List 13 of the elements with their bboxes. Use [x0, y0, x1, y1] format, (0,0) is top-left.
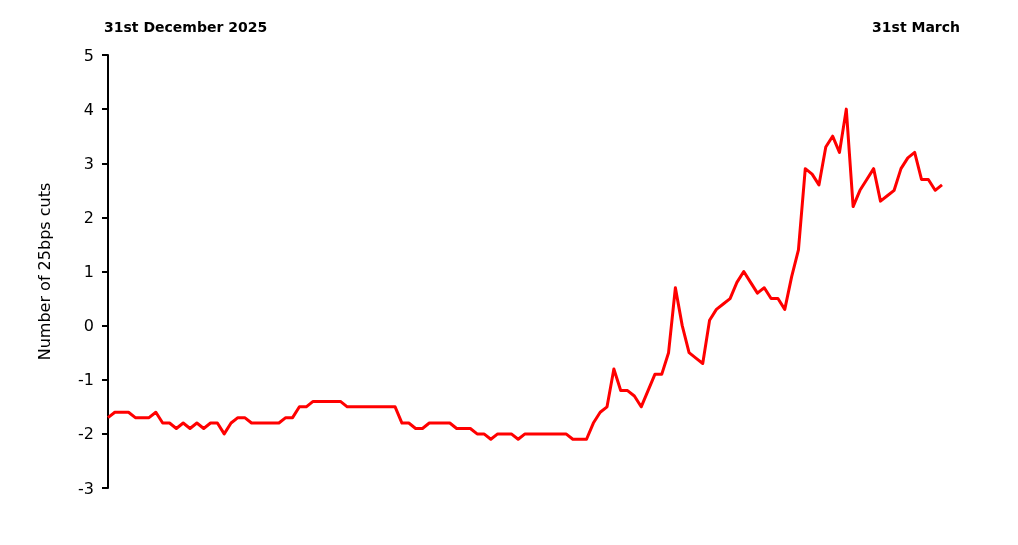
text: 31st March [872, 19, 961, 35]
text: 31st December 2025 [104, 19, 268, 35]
y-tick-label: -1 [78, 370, 94, 390]
y-tick-label: 2 [83, 207, 94, 227]
y-tick-label: 0 [83, 316, 94, 336]
line-series [106, 107, 944, 441]
y-tick-label: 3 [83, 153, 94, 173]
y-axis-title: Number of 25bps cuts [34, 182, 54, 361]
y-tick-label: -3 [78, 478, 94, 498]
y-tick-label: 1 [83, 262, 94, 281]
y-tick-label: -2 [78, 424, 94, 444]
y-tick-label: 4 [83, 99, 94, 119]
y-tick-label: 5 [83, 45, 94, 65]
